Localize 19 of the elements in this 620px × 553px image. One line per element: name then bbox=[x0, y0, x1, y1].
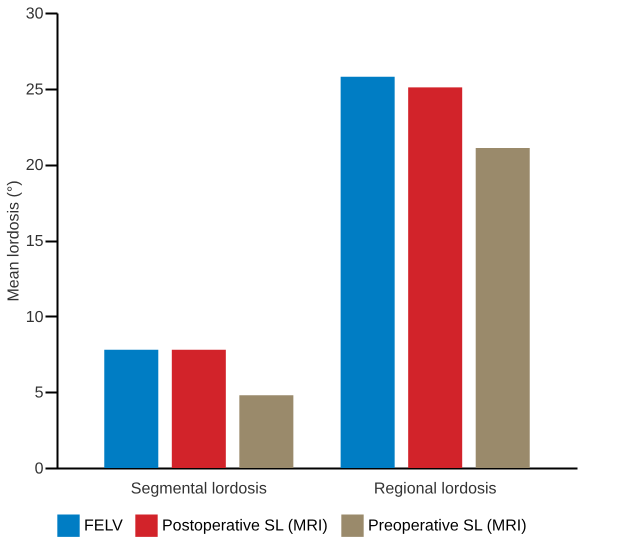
bar bbox=[172, 350, 226, 468]
bar bbox=[340, 76, 395, 468]
bar bbox=[239, 395, 294, 468]
legend-label: Preoperative SL (MRI) bbox=[368, 518, 527, 535]
y-tick-label: 10 bbox=[26, 308, 44, 326]
y-axis-title: Mean lordosis (°) bbox=[6, 180, 23, 302]
bar bbox=[408, 87, 462, 468]
bar bbox=[104, 350, 158, 468]
bar bbox=[476, 148, 530, 468]
legend-label: Postoperative SL (MRI) bbox=[162, 518, 328, 535]
y-tick-label: 0 bbox=[34, 460, 44, 478]
x-tick-label: Segmental lordosis bbox=[130, 480, 267, 498]
y-tick-label: 25 bbox=[26, 81, 44, 98]
y-tick-label: 30 bbox=[26, 6, 44, 22]
y-tick-label: 5 bbox=[34, 384, 44, 402]
x-tick-label: Regional lordosis bbox=[374, 480, 497, 498]
y-tick-label: 15 bbox=[26, 233, 44, 250]
y-tick-label: 20 bbox=[26, 157, 44, 174]
legend-label: FELV bbox=[84, 518, 124, 535]
